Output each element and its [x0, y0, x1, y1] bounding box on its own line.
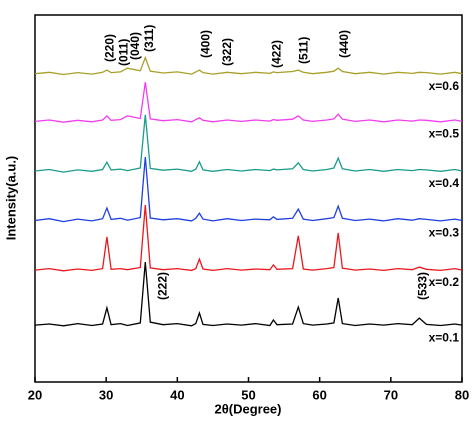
peak-annotation: (322): [220, 38, 234, 66]
legend-label: x=0.1: [429, 330, 460, 344]
series-line: [34, 156, 463, 223]
x-tick-label: 20: [28, 387, 42, 402]
x-axis-label: 2θ(Degree): [215, 401, 282, 416]
x-tick-label: 50: [241, 387, 255, 402]
series-line: [34, 205, 463, 272]
plot-frame: [34, 14, 463, 383]
series-line: [34, 261, 463, 327]
peak-annotation: (511): [297, 37, 311, 64]
series-line: [34, 55, 463, 76]
series-line: [34, 114, 463, 173]
x-tick-label: 40: [170, 387, 184, 402]
peak-annotation: (400): [198, 30, 212, 58]
peak-annotation: (422): [270, 40, 284, 68]
peak-annotation: (222): [156, 272, 170, 300]
legend-label: x=0.2: [429, 275, 460, 289]
series-line: [34, 82, 463, 123]
x-tick-label: 80: [455, 387, 469, 402]
legend-label: x=0.6: [429, 79, 460, 93]
peak-annotation: (533): [415, 272, 429, 300]
legend-label: x=0.5: [429, 127, 460, 141]
y-axis-label: Intensity(a.u.): [3, 156, 18, 241]
legend-label: x=0.4: [429, 176, 460, 190]
peak-annotation: (011): [117, 39, 131, 66]
x-tick-label: 60: [312, 387, 326, 402]
legend-label: x=0.3: [429, 226, 460, 240]
x-tick-label: 30: [99, 387, 113, 402]
peak-annotation: (440): [337, 30, 351, 58]
peak-annotation: (040): [128, 32, 142, 60]
x-tick-label: 70: [384, 387, 398, 402]
peak-annotation: (220): [102, 34, 116, 62]
peak-annotation: (311): [142, 25, 156, 52]
